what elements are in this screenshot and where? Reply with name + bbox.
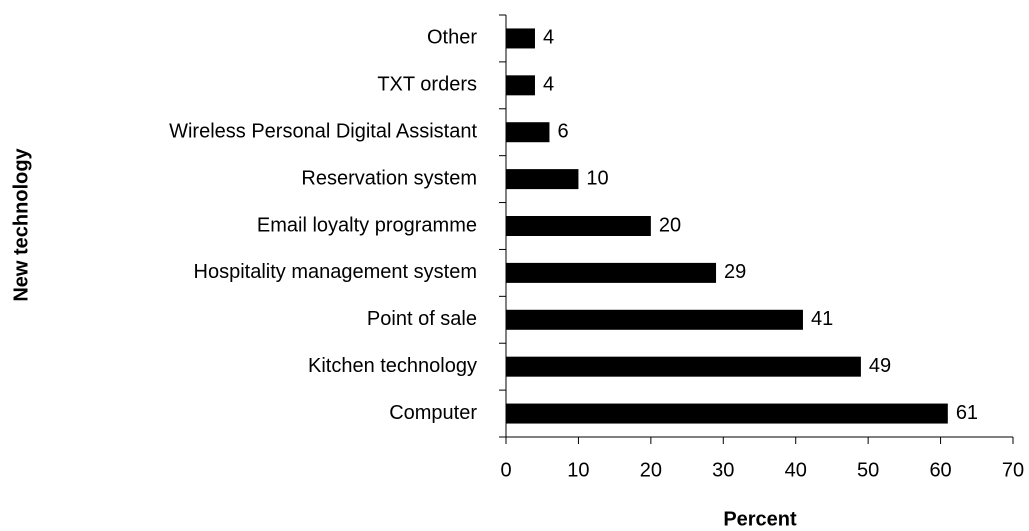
- y-tick-label: Point of sale: [367, 308, 477, 330]
- bar: [506, 356, 861, 377]
- data-label: 20: [659, 214, 681, 236]
- bar: [506, 122, 550, 143]
- x-axis-label: Percent: [723, 508, 797, 530]
- x-tick-label: 10: [567, 459, 589, 481]
- y-axis-label: New technology: [10, 147, 32, 301]
- x-tick-label: 40: [785, 459, 807, 481]
- data-label: 29: [724, 261, 746, 283]
- bar: [506, 403, 948, 424]
- y-tick-label: Other: [427, 27, 477, 49]
- y-tick-label: Computer: [389, 402, 477, 424]
- y-tick-label: Wireless Personal Digital Assistant: [169, 121, 477, 143]
- bar: [506, 262, 717, 283]
- data-label: 4: [543, 74, 554, 96]
- x-tick-label: 50: [857, 459, 879, 481]
- x-tick-label: 60: [929, 459, 951, 481]
- y-tick-label: Reservation system: [301, 167, 477, 189]
- data-label: 41: [811, 308, 833, 330]
- y-tick-label: Hospitality management system: [194, 261, 477, 283]
- bar: [506, 28, 535, 49]
- bar: [506, 216, 651, 236]
- x-tick-label: 70: [1002, 459, 1024, 481]
- x-tick-label: 20: [640, 459, 662, 481]
- data-label: 4: [543, 27, 554, 49]
- y-tick-label: Kitchen technology: [308, 355, 477, 377]
- data-label: 49: [869, 355, 891, 377]
- bar: [506, 309, 803, 330]
- data-label: 10: [586, 167, 608, 189]
- bar: [506, 75, 535, 96]
- x-tick-label: 0: [500, 459, 511, 481]
- x-tick-label: 30: [712, 459, 734, 481]
- data-label: 61: [956, 402, 978, 424]
- bar: [506, 169, 579, 190]
- y-tick-label: TXT orders: [377, 74, 477, 96]
- y-tick-label: Email loyalty programme: [257, 214, 477, 236]
- data-label: 6: [557, 121, 568, 143]
